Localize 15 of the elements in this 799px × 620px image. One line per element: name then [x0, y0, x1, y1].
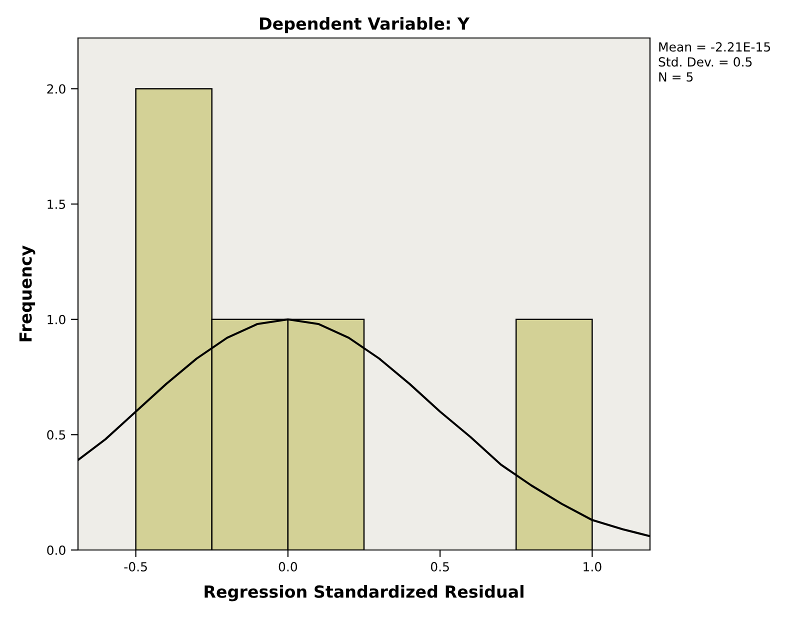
y-tick-label: 1.0 [48, 314, 66, 324]
text: N = 5 [659, 72, 693, 82]
x-tick-label: 0.5 [430, 562, 449, 572]
x-tick-label: 0.0 [278, 562, 298, 572]
x-axis-title: Regression Standardized Residual [204, 585, 524, 602]
y-tick-label: 1.5 [48, 200, 66, 209]
x-tick-label: -0.5 [124, 562, 147, 572]
x-tick-label: 1.0 [584, 562, 602, 572]
y-tick-label: 0.5 [47, 430, 66, 440]
y-axis-title: Frequency [19, 246, 36, 342]
y-tick-label: 0.0 [47, 545, 66, 555]
text: Mean = -2.21E-15 [659, 42, 770, 52]
chart-title: Dependent Variable: Y [260, 17, 470, 34]
text: Std. Dev. = 0.5 [658, 56, 752, 67]
y-tick-label: 2.0 [47, 84, 66, 94]
